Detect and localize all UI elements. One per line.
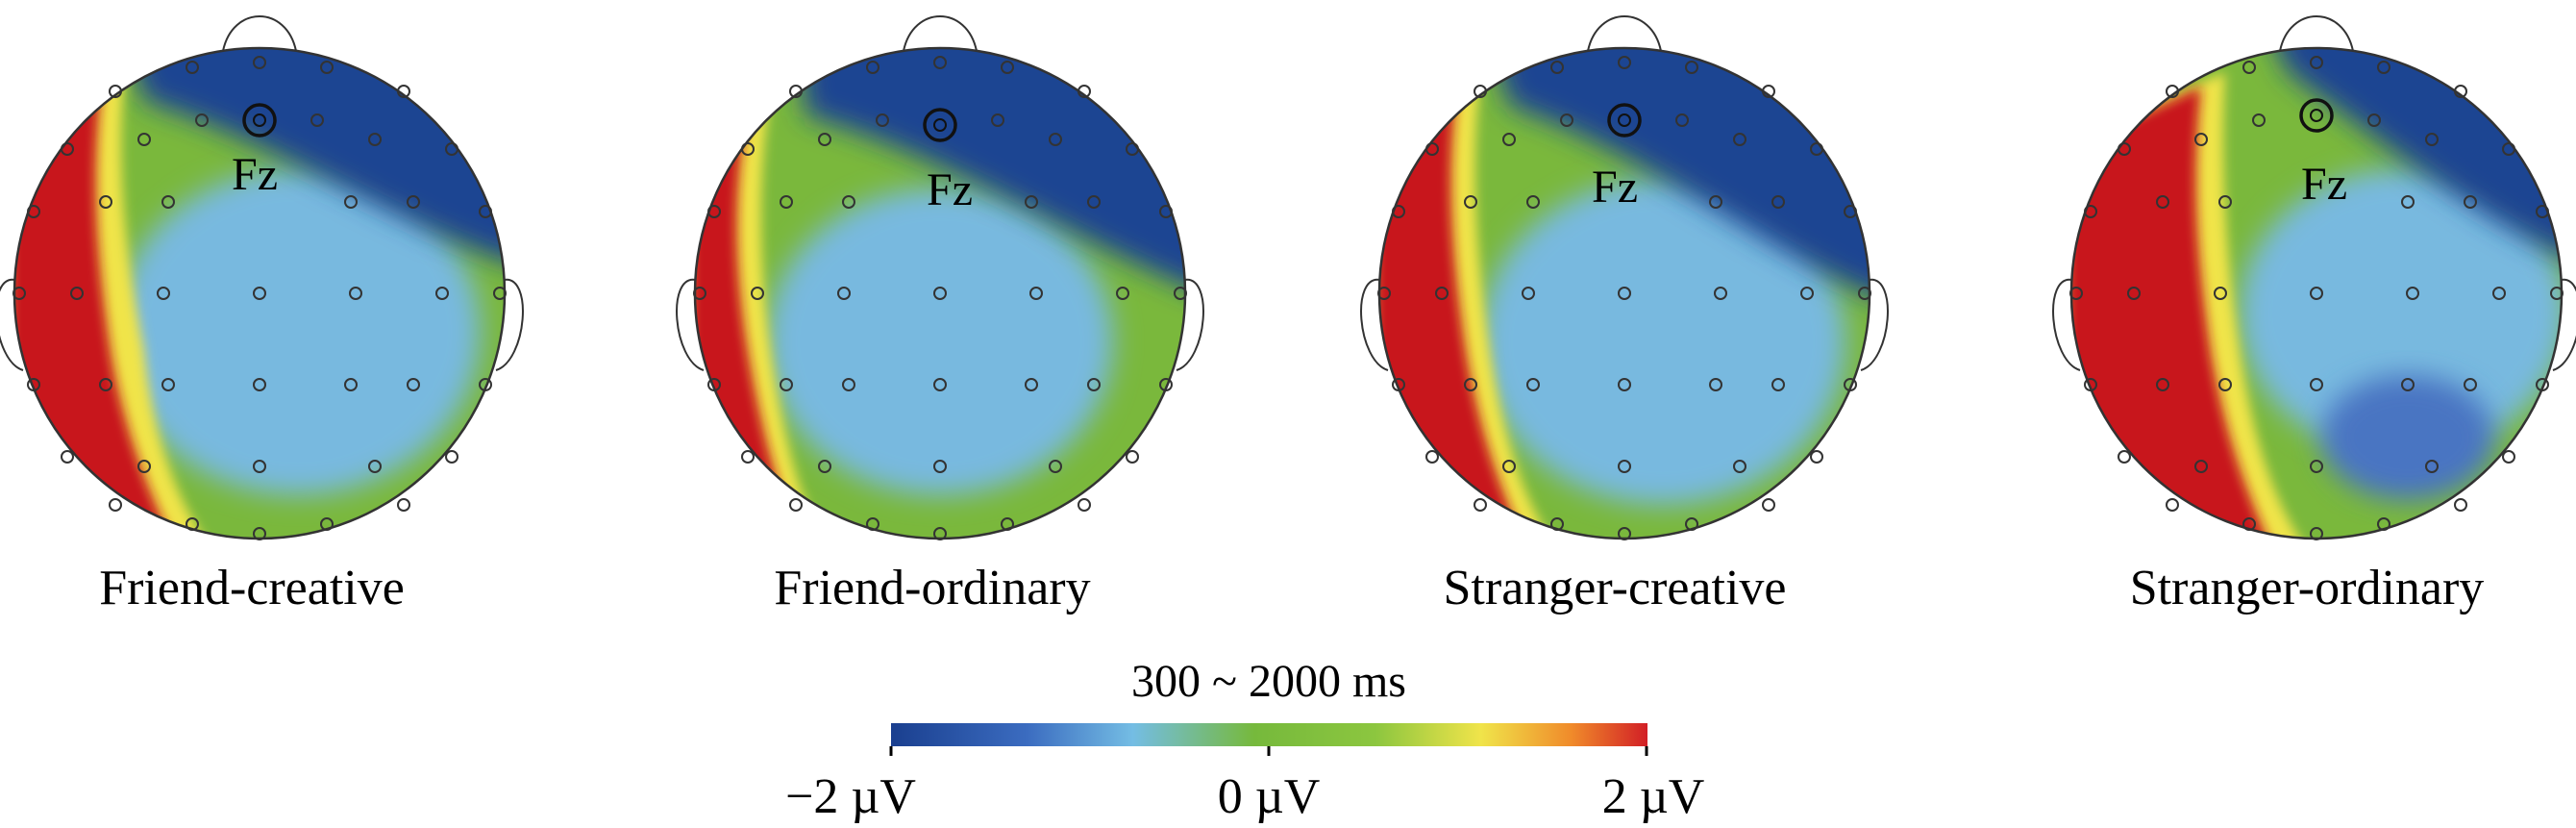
- electrode-markers: [1377, 56, 1871, 540]
- fz-label: Fz: [1592, 162, 1638, 213]
- electrode-markers: [12, 56, 507, 540]
- topomap-friend-ordinary: Fz: [676, 15, 1204, 540]
- topomap-stranger-ordinary: Fz: [2052, 15, 2576, 540]
- head-outline: [676, 15, 1204, 371]
- fz-label: Fz: [2301, 159, 2347, 210]
- colorbar-title: 300 ~ 2000 ms: [1131, 656, 1406, 707]
- topomap-stranger-creative: Fz: [1360, 15, 1889, 540]
- map-label-friend-ordinary: Friend-ordinary: [774, 561, 1090, 615]
- fz-electrode-marker: [2299, 98, 2334, 133]
- map-label-friend-creative: Friend-creative: [99, 561, 405, 615]
- fz-label: Fz: [232, 149, 278, 200]
- electrode-markers: [693, 56, 1187, 540]
- head-outline: [2052, 15, 2576, 371]
- map-label-stranger-ordinary: Stranger-ordinary: [2130, 561, 2485, 615]
- map-label-stranger-creative: Stranger-creative: [1444, 561, 1787, 615]
- colorbar-label-mid: 0 µV: [1218, 769, 1321, 824]
- fz-electrode-marker: [242, 103, 277, 138]
- head-outline: [0, 15, 524, 371]
- head-outline: [1360, 15, 1889, 371]
- colorbar-gradient: [891, 723, 1647, 746]
- colorbar-label-max: 2 µV: [1602, 769, 1705, 824]
- topomap-friend-creative: Fz: [0, 15, 524, 540]
- fz-label: Fz: [927, 164, 973, 215]
- fz-electrode-marker: [923, 108, 957, 142]
- colorbar-label-min: −2 µV: [785, 769, 916, 824]
- electrode-markers: [2069, 56, 2564, 540]
- colorbar: 300 ~ 2000 ms −2 µV 0 µV 2 µV: [785, 656, 1704, 824]
- fz-electrode-marker: [1607, 103, 1642, 138]
